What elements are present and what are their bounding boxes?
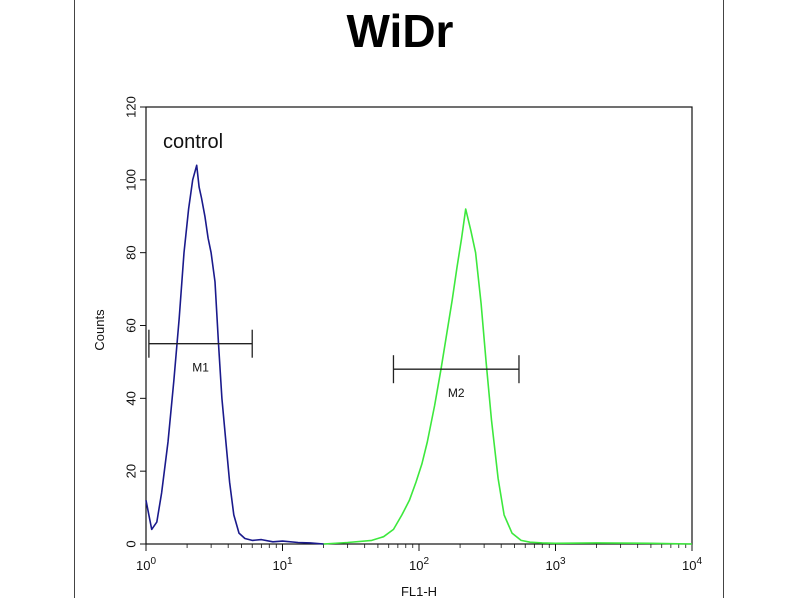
x-tick-exponent: 3 — [560, 556, 566, 567]
y-tick-label: 40 — [123, 391, 138, 405]
y-tick-label: 0 — [123, 540, 138, 547]
x-tick-exponent: 1 — [287, 556, 293, 567]
y-tick-label: 120 — [123, 96, 138, 118]
series-layer — [145, 164, 693, 545]
x-tick-base: 10 — [682, 558, 696, 573]
x-tick-base: 10 — [409, 558, 423, 573]
marker-label-m1: M1 — [192, 361, 209, 375]
x-tick-exponent: 4 — [696, 556, 702, 567]
x-tick-base: 10 — [136, 558, 150, 573]
marker-layer: M1 M2 — [148, 329, 520, 400]
y-tick-label: 80 — [123, 245, 138, 259]
x-tick-label: 101 — [272, 556, 292, 573]
series-line-0 — [145, 164, 324, 545]
x-tick-base: 10 — [545, 558, 559, 573]
x-tick-label: 103 — [545, 556, 565, 573]
plot-area — [145, 106, 693, 545]
x-tick-exponent: 0 — [150, 556, 156, 567]
y-tick-label: 20 — [123, 464, 138, 478]
x-tick-label: 100 — [136, 556, 156, 573]
x-tick-exponent: 2 — [423, 556, 429, 567]
x-tick-base: 10 — [272, 558, 286, 573]
chart-title: WiDr — [346, 5, 454, 57]
control-annotation: control — [163, 131, 223, 153]
x-tick-label: 104 — [682, 556, 702, 573]
y-tick-label: 60 — [123, 318, 138, 332]
marker-label-m2: M2 — [448, 386, 465, 400]
series-line-1 — [323, 208, 693, 545]
y-axis-label: Counts — [92, 309, 107, 351]
x-tick-label: 102 — [409, 556, 429, 573]
y-tick-label: 100 — [123, 169, 138, 191]
chart-frame — [74, 0, 724, 598]
x-axis-label: FL1-H — [401, 584, 437, 599]
